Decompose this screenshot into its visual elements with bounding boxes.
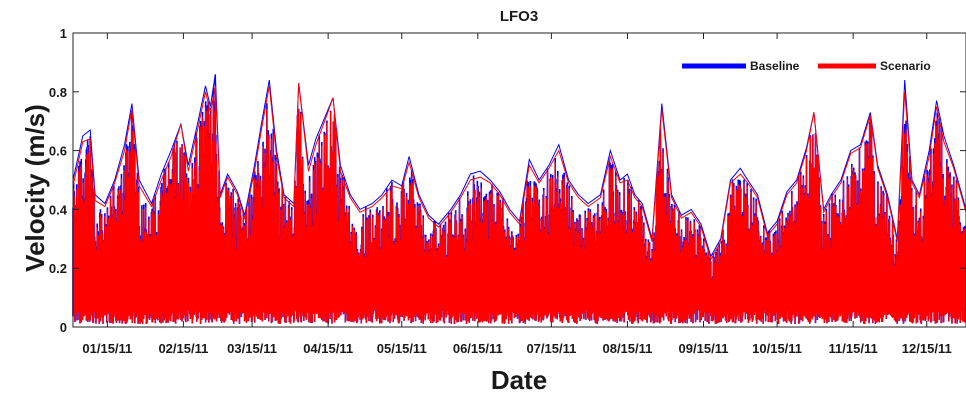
x-tick-label: 11/15/11 bbox=[829, 341, 878, 356]
y-tick-label: 0.6 bbox=[49, 144, 67, 159]
x-axis-label: Date bbox=[491, 365, 547, 395]
x-tick-label: 07/15/11 bbox=[526, 341, 576, 356]
y-tick-label: 0.2 bbox=[49, 261, 67, 276]
series-scenario bbox=[73, 83, 966, 324]
y-tick-label: 1 bbox=[60, 26, 67, 41]
x-tick-label: 01/15/11 bbox=[82, 341, 132, 356]
series-layer bbox=[73, 74, 966, 324]
x-tick-label: 02/15/11 bbox=[158, 341, 208, 356]
x-tick-label: 09/15/11 bbox=[679, 341, 729, 356]
chart-title: LFO3 bbox=[500, 8, 538, 25]
x-tick-label: 10/15/11 bbox=[752, 341, 802, 356]
y-tick-label: 0.4 bbox=[49, 202, 68, 217]
series-trace-scenario bbox=[73, 87, 966, 324]
x-tick-label: 04/15/11 bbox=[303, 341, 353, 356]
x-tick-label: 03/15/11 bbox=[227, 341, 277, 356]
x-tick-label: 08/15/11 bbox=[602, 341, 652, 356]
legend: Baseline Scenario bbox=[676, 54, 946, 78]
legend-label-baseline: Baseline bbox=[750, 59, 800, 73]
y-axis-label: Velocity (m/s) bbox=[20, 104, 50, 272]
x-tick-label: 06/15/11 bbox=[453, 341, 503, 356]
y-tick-label: 0.8 bbox=[49, 85, 67, 100]
x-tick-label: 05/15/11 bbox=[377, 341, 427, 356]
x-tick-label: 12/15/11 bbox=[902, 341, 952, 356]
y-tick-label: 0 bbox=[60, 320, 67, 335]
legend-label-scenario: Scenario bbox=[880, 59, 931, 73]
